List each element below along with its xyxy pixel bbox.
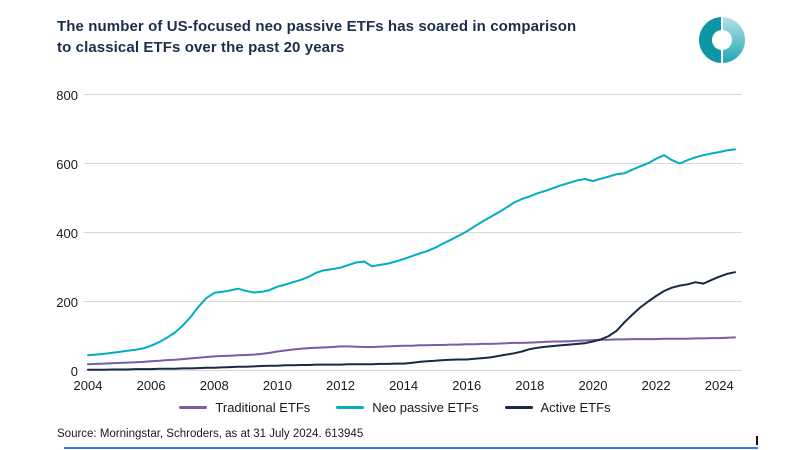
chart-title-line2: to classical ETFs over the past 20 years: [57, 39, 345, 56]
x-axis-label: 2018: [515, 378, 545, 393]
legend-swatch: [336, 405, 365, 409]
legend-label: Neo passive ETFs: [372, 399, 479, 415]
source-note: Source: Morningstar, Schroders, as at 31…: [57, 428, 364, 440]
y-axis-label: 400: [56, 225, 78, 241]
y-axis-label: 800: [56, 87, 78, 103]
y-axis-label: 0: [70, 363, 78, 379]
series-line-neo-passive-etfs: [87, 148, 736, 357]
x-axis-label: 2006: [136, 378, 166, 393]
x-axis-label: 2016: [452, 378, 482, 393]
logo-right-half: [723, 17, 745, 63]
logo-left-half: [699, 17, 721, 63]
legend-item-traditional-etfs: Traditional ETFs: [179, 400, 310, 415]
x-axis-label: 2020: [578, 378, 608, 393]
chart-title-line1: The number of US-focused neo passive ETF…: [57, 18, 577, 35]
x-axis-label: 2004: [73, 378, 103, 393]
x-axis-label: 2024: [704, 378, 734, 393]
legend-label: Active ETFs: [540, 399, 611, 415]
schroders-logo: [699, 17, 745, 63]
legend-label: Traditional ETFs: [215, 399, 311, 415]
y-axis-label: 200: [56, 294, 78, 310]
series-line-active-etfs: [87, 271, 736, 371]
legend-swatch: [504, 405, 533, 409]
x-axis-label: 2010: [262, 378, 292, 393]
legend-item-neo-passive-etfs: Neo passive ETFs: [336, 399, 479, 415]
y-axis-label: 600: [56, 156, 78, 172]
legend-swatch: [179, 405, 208, 409]
series-line-traditional-etfs: [87, 336, 736, 366]
selection-line: [64, 447, 758, 449]
selection-cursor: [756, 436, 758, 445]
legend: Traditional ETFs Neo passive ETFs Active E…: [0, 398, 790, 416]
x-axis-label: 2022: [641, 378, 671, 393]
x-axis-label: 2008: [199, 378, 229, 393]
chart-title: The number of US-focused neo passive ETF…: [57, 16, 597, 58]
x-axis-label: 2012: [326, 378, 355, 393]
logo-center-hole: [712, 30, 732, 50]
legend-item-active-etfs: Active ETFs: [504, 399, 611, 415]
x-axis-label: 2014: [389, 378, 419, 393]
